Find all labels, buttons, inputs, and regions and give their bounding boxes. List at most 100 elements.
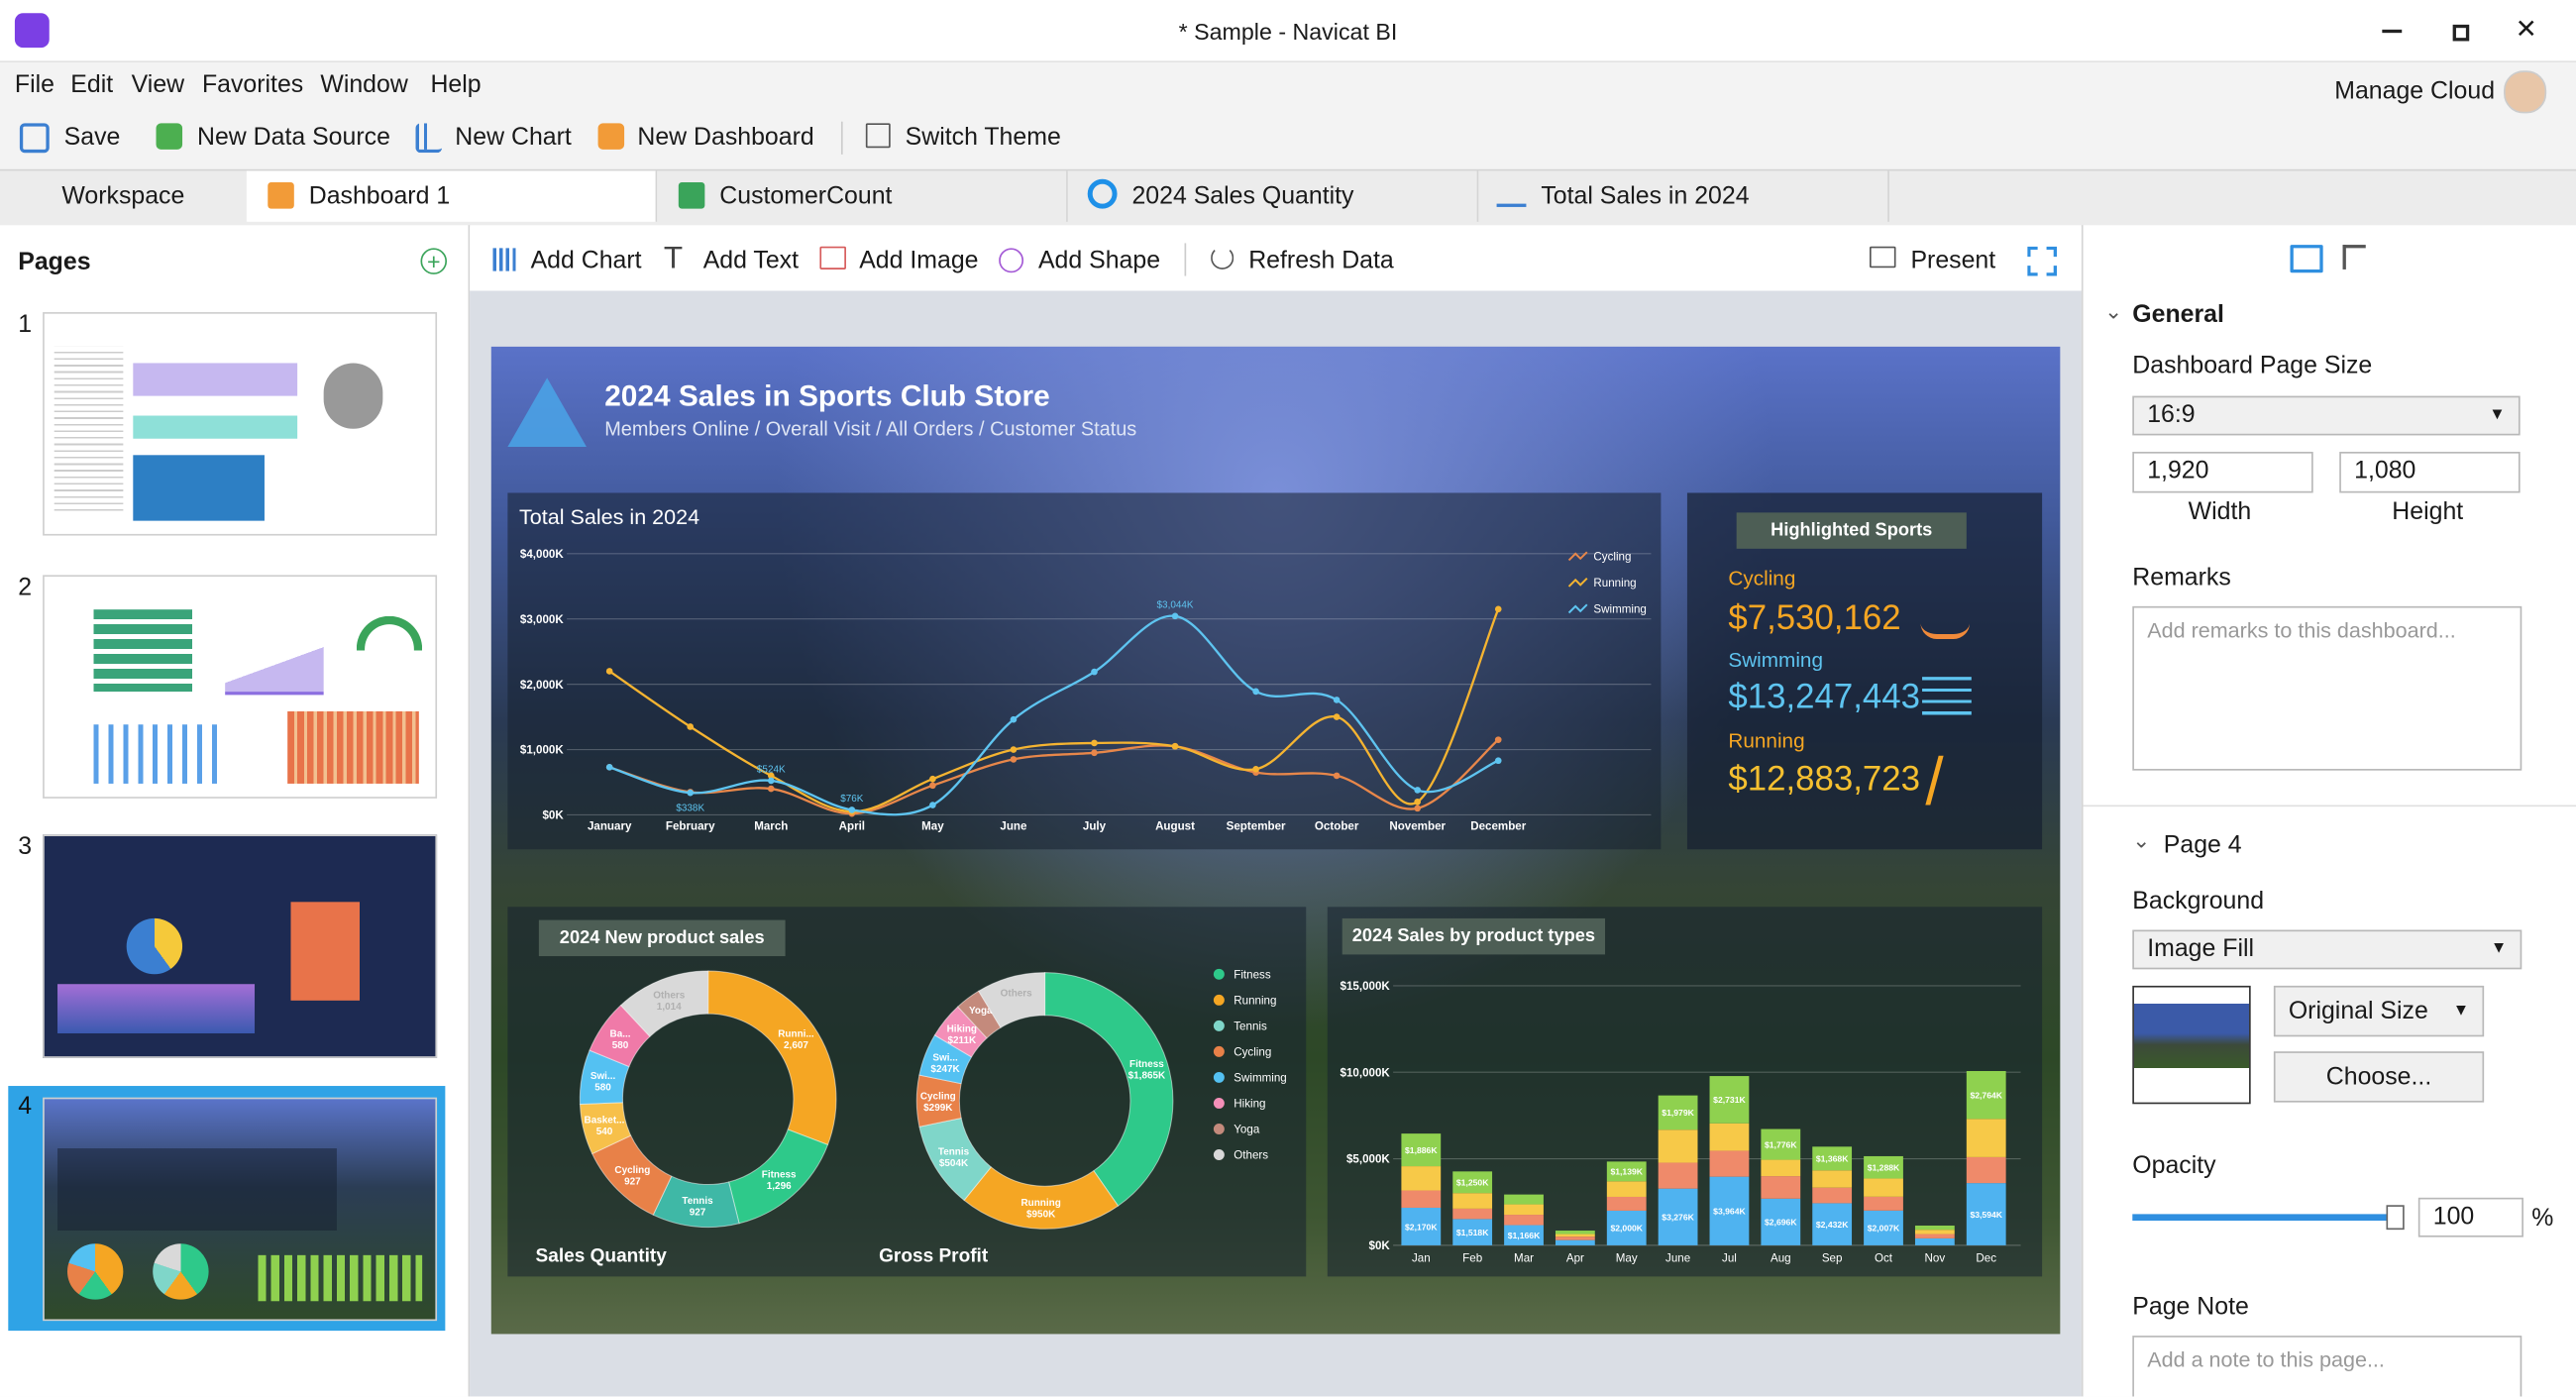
tab[interactable]: CustomerCount xyxy=(657,170,1068,222)
avatar[interactable] xyxy=(2504,70,2547,114)
tab[interactable]: 2024 Sales Quantity xyxy=(1067,170,1479,222)
spinbox[interactable]: 1,080 xyxy=(2339,451,2521,493)
segment-label: Ba... xyxy=(610,1028,631,1039)
legend-label: Yoga xyxy=(1234,1124,1260,1136)
data-point xyxy=(1333,713,1341,720)
page-thumbnail[interactable] xyxy=(43,312,438,536)
tab-active[interactable]: Dashboard 1 xyxy=(246,170,658,222)
manage-cloud[interactable]: Manage Cloud xyxy=(2334,76,2496,106)
field-label: Width xyxy=(2188,497,2252,526)
segment-label: Yoga xyxy=(969,1006,993,1017)
page-thumbnail[interactable] xyxy=(43,834,438,1058)
slider-thumb[interactable] xyxy=(2386,1205,2405,1231)
page-number: 3 xyxy=(18,832,33,861)
close-button[interactable]: ✕ xyxy=(2515,16,2537,45)
segment-label: Cycling xyxy=(920,1091,956,1102)
segment-value: $950K xyxy=(1026,1210,1056,1221)
legend-label: Running xyxy=(1234,994,1276,1007)
segment-value: $247K xyxy=(930,1064,960,1075)
window-title: * Sample - Navicat BI xyxy=(1178,18,1398,45)
tab-label: Total Sales in 2024 xyxy=(1541,182,1750,211)
line-series xyxy=(608,608,1500,813)
legend-swatch xyxy=(1213,968,1225,980)
choose-button[interactable]: Choose... xyxy=(2273,1051,2485,1103)
data-label: $338K xyxy=(676,803,704,813)
dropdown[interactable]: Image Fill ▼ xyxy=(2132,929,2522,970)
canvas-button[interactable]: Add Shape xyxy=(1037,246,1161,274)
y-tick-label: $10,000K xyxy=(1341,1066,1391,1079)
segment-label: Tennis xyxy=(938,1146,970,1157)
data-label: $2,007K xyxy=(1868,1224,1900,1234)
tab[interactable]: Workspace xyxy=(0,170,249,222)
x-tick-label: September xyxy=(1227,819,1286,832)
menu-item[interactable]: Favorites xyxy=(201,70,304,99)
legend-label: Hiking xyxy=(1234,1098,1265,1111)
donut-segment xyxy=(589,1005,651,1068)
page-thumbnail[interactable] xyxy=(43,575,438,799)
spinbox[interactable]: 100 xyxy=(2417,1197,2523,1237)
data-point xyxy=(1091,739,1098,747)
x-tick-label: Sep xyxy=(1822,1251,1843,1264)
dropdown[interactable]: Original Size ▼ xyxy=(2273,985,2485,1037)
spinbox[interactable]: 1,920 xyxy=(2132,451,2313,493)
toolbar-button[interactable]: Save xyxy=(63,123,121,152)
menu-item[interactable]: File xyxy=(14,70,55,99)
dropdown[interactable]: 16:9 ▼ xyxy=(2132,395,2521,436)
canvas-button[interactable]: Add Image xyxy=(859,246,979,274)
note-input[interactable]: Add a note to this page... xyxy=(2132,1336,2522,1397)
thumb-image xyxy=(323,363,383,429)
structure-tab[interactable] xyxy=(2342,245,2366,269)
tab[interactable]: Total Sales in 2024 xyxy=(1478,170,1889,222)
bar-segment xyxy=(1401,1133,1442,1167)
field-label: Dashboard Page Size xyxy=(2132,351,2373,380)
minimize-button[interactable] xyxy=(2382,29,2403,34)
bar-segment xyxy=(1812,1203,1853,1245)
remarks-input[interactable]: Add remarks to this dashboard... xyxy=(2132,605,2522,771)
dashboard-icon xyxy=(597,123,625,150)
bar-segment xyxy=(1606,1196,1647,1211)
donut-segment xyxy=(707,970,837,1146)
maximize-button[interactable] xyxy=(2452,24,2470,42)
toolbar-button[interactable]: Switch Theme xyxy=(905,123,1061,152)
thumb-chart xyxy=(133,455,265,521)
toolbar-button[interactable]: New Chart xyxy=(455,123,572,152)
highlight-title: Highlighted Sports xyxy=(1736,512,1967,549)
x-tick-label: Nov xyxy=(1925,1251,1946,1264)
tab-icon xyxy=(1087,178,1118,209)
page-thumbnail[interactable] xyxy=(43,1097,438,1322)
collapse-icon[interactable]: ⌄ xyxy=(2104,298,2123,324)
legend-swatch xyxy=(1213,1045,1225,1057)
legend-swatch xyxy=(1213,1071,1225,1083)
data-point xyxy=(1494,757,1502,765)
data-point xyxy=(1494,736,1502,743)
menu-item[interactable]: Window xyxy=(320,70,408,99)
add-page-button[interactable]: + xyxy=(420,248,448,274)
x-tick-label: Oct xyxy=(1875,1251,1893,1264)
canvas-button[interactable]: Add Chart xyxy=(530,246,642,274)
data-point xyxy=(1091,668,1098,676)
legend-label: Fitness xyxy=(1234,968,1271,981)
x-tick-label: February xyxy=(666,819,715,832)
menu-item[interactable]: View xyxy=(131,70,185,99)
bar-segment xyxy=(1914,1237,1955,1245)
bar-segment xyxy=(1401,1207,1442,1245)
collapse-icon[interactable]: ⌄ xyxy=(2132,827,2151,853)
bar-segment xyxy=(1709,1076,1750,1124)
bar-segment xyxy=(1658,1162,1698,1189)
field-label: Height xyxy=(2392,497,2464,526)
canvas-button[interactable]: Present xyxy=(1910,246,1996,274)
data-point xyxy=(687,723,695,730)
bar-segment xyxy=(1761,1128,1801,1160)
opacity-slider[interactable] xyxy=(2119,1196,2415,1238)
toolbar-button[interactable]: New Data Source xyxy=(196,123,390,152)
menu-item[interactable]: Help xyxy=(430,70,482,99)
canvas-button[interactable]: Refresh Data xyxy=(1248,246,1394,274)
spinbox-value: 1,920 xyxy=(2147,456,2209,485)
x-tick-label: Apr xyxy=(1566,1251,1584,1264)
toolbar-button[interactable]: New Dashboard xyxy=(637,123,814,152)
menu-item[interactable]: Edit xyxy=(70,70,114,99)
canvas-button[interactable]: Add Text xyxy=(702,246,800,274)
bar-segment xyxy=(1452,1208,1493,1220)
properties-tab[interactable] xyxy=(2290,245,2323,273)
